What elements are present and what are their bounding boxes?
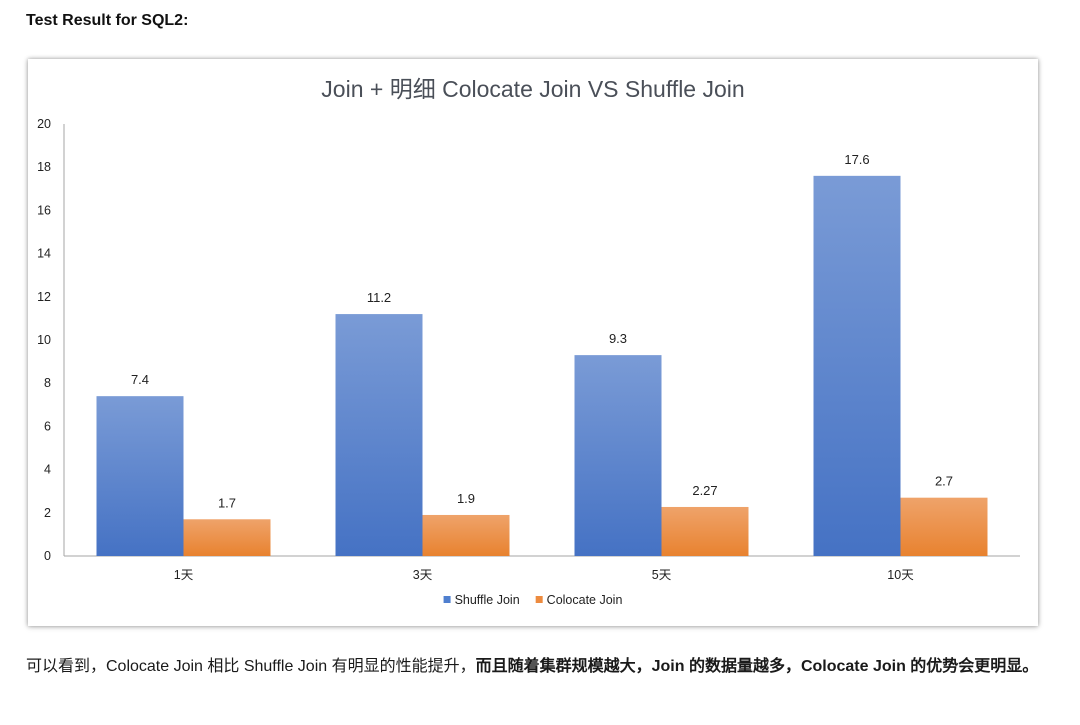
legend-swatch-shuffle-join (443, 596, 451, 603)
x-tick-label: 5天 (652, 568, 672, 582)
bar-colocate-join (900, 497, 988, 556)
bar-shuffle-join (813, 175, 901, 556)
bar-colocate-join (661, 506, 749, 556)
chart-container: Join + 明细 Colocate Join VS Shuffle Join … (28, 59, 1038, 626)
y-tick-label: 0 (44, 549, 51, 563)
y-tick-label: 10 (37, 333, 51, 347)
y-tick-label: 12 (37, 290, 51, 304)
x-tick-label: 10天 (887, 568, 914, 582)
conclusion-paragraph: 可以看到，Colocate Join 相比 Shuffle Join 有明显的性… (26, 654, 1051, 680)
bar-shuffle-join (335, 314, 423, 556)
bar-value-label: 2.7 (935, 474, 953, 489)
y-tick-label: 16 (37, 203, 51, 217)
y-tick-label: 8 (44, 376, 51, 390)
bar-colocate-join (183, 519, 271, 556)
bar-value-label: 17.6 (844, 152, 869, 167)
legend-swatch-colocate-join (535, 596, 543, 603)
legend-label-colocate-join: Colocate Join (547, 593, 623, 607)
y-tick-label: 2 (44, 506, 51, 520)
bar-shuffle-join (96, 396, 184, 556)
bar-value-label: 2.27 (692, 483, 717, 498)
bar-value-label: 9.3 (609, 331, 627, 346)
bar-value-label: 11.2 (367, 290, 391, 305)
bar-shuffle-join (574, 355, 662, 556)
bar-value-label: 1.7 (218, 495, 236, 510)
legend-label-shuffle-join: Shuffle Join (455, 593, 520, 607)
y-tick-label: 18 (37, 160, 51, 174)
section-heading: Test Result for SQL2: (26, 12, 189, 29)
chart-title: Join + 明细 Colocate Join VS Shuffle Join (321, 76, 744, 102)
y-tick-label: 14 (37, 247, 51, 261)
bar-value-label: 7.4 (131, 372, 149, 387)
bar-colocate-join (422, 514, 510, 556)
y-tick-label: 6 (44, 419, 51, 433)
bar-chart: Join + 明细 Colocate Join VS Shuffle Join … (37, 76, 1020, 607)
x-tick-label: 3天 (413, 568, 433, 582)
x-tick-label: 1天 (174, 568, 194, 582)
y-tick-label: 4 (44, 463, 51, 477)
conclusion-text-regular: 可以看到，Colocate Join 相比 Shuffle Join 有明显的性… (26, 658, 476, 675)
bar-value-label: 1.9 (457, 491, 475, 506)
conclusion-text-bold: 而且随着集群规模越大，Join 的数据量越多，Colocate Join 的优势… (475, 658, 1039, 675)
y-tick-label: 20 (37, 117, 51, 131)
